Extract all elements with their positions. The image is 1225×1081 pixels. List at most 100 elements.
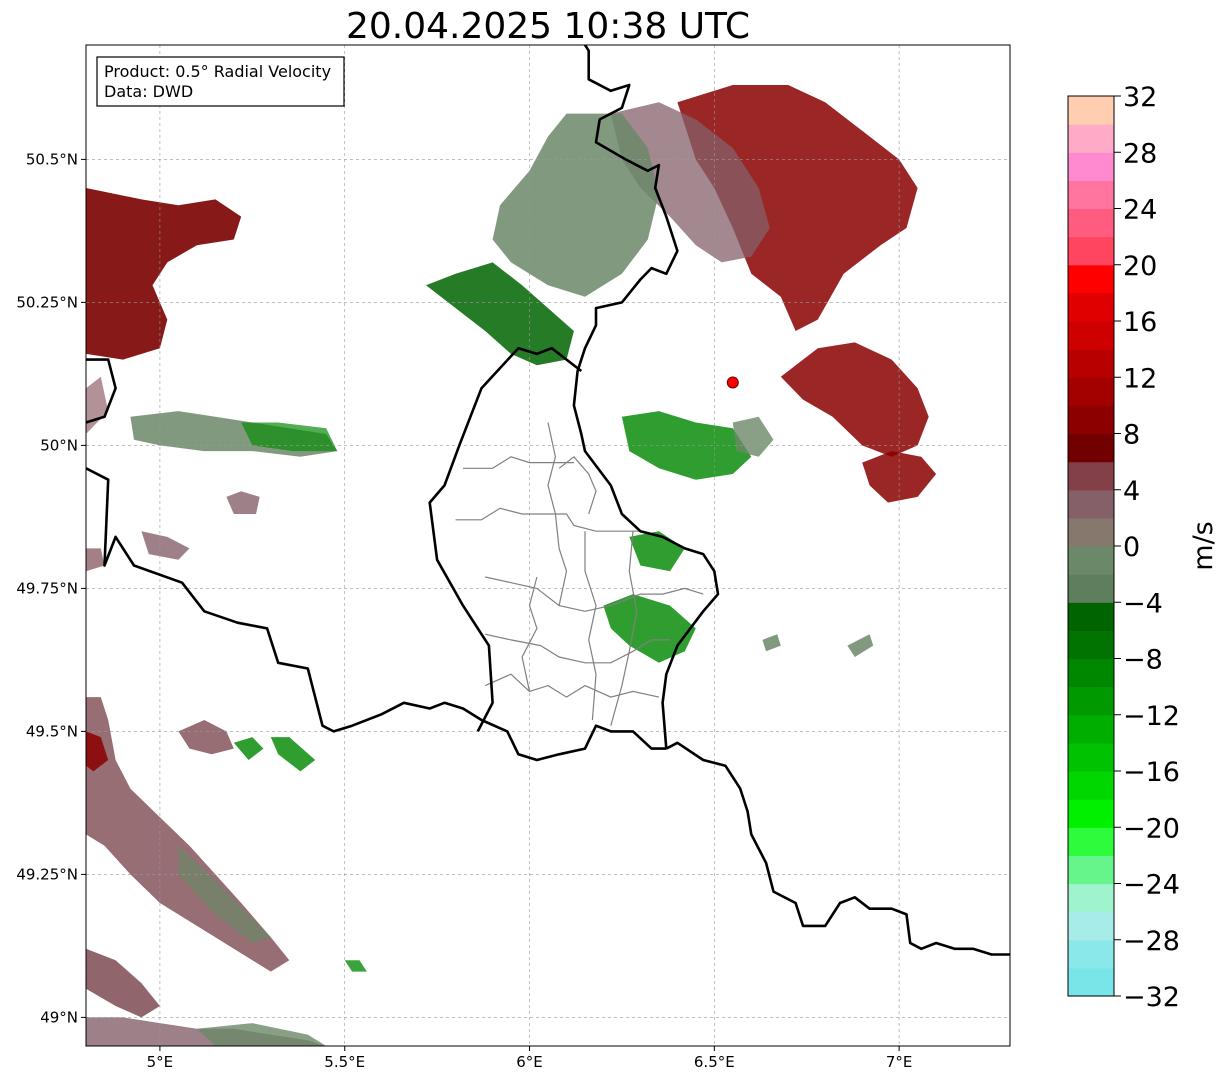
colorbar-tick-label-15: −28 [1123, 926, 1180, 957]
radar-site-layer [726, 376, 739, 389]
lat-tick-label-2: 50°N [40, 436, 78, 454]
colorbar-tick-label-0: 32 [1123, 82, 1157, 113]
echo-region-21 [196, 1023, 327, 1046]
canton-border-1 [463, 456, 574, 469]
gridlines [86, 45, 1010, 1046]
canton-border-6 [610, 531, 638, 726]
colorbar-tick-label-10: −8 [1123, 645, 1163, 676]
map-frame [85, 44, 1011, 1047]
colorbar-segment-6 [1068, 799, 1114, 828]
colorbar-segment-25 [1068, 264, 1114, 294]
colorbar-segment-1 [1068, 939, 1114, 969]
echo-region-14 [226, 491, 260, 514]
echo-region-6 [780, 342, 929, 457]
colorbar-segment-2 [1068, 911, 1114, 941]
echo-region-2 [677, 85, 918, 331]
colorbar-segment-5 [1068, 827, 1114, 856]
echo-region-18 [178, 845, 271, 943]
colorbar-segment-15 [1068, 546, 1114, 575]
lon-tick-label-3: 6.5°E [694, 1053, 735, 1071]
national-border-2 [86, 467, 667, 762]
national-borders [86, 45, 1010, 956]
radar-site-marker [726, 376, 739, 389]
echo-region-4 [492, 113, 659, 297]
colorbar-segment-17 [1068, 489, 1114, 519]
echo-region-17 [86, 697, 290, 972]
colorbar-tick-label-3: 20 [1123, 251, 1157, 282]
colorbar-segment-14 [1068, 574, 1114, 603]
colorbar-tick-label-16: −32 [1123, 982, 1180, 1013]
national-border-0 [572, 45, 720, 749]
latitude-ticks: 50.5°N 50.25°N 50°N 49.75°N 49.5°N 49.25°N 49°… [16, 150, 86, 1026]
colorbar-tick-label-6: 8 [1123, 420, 1140, 451]
echo-region-25 [86, 731, 109, 772]
colorbar-tick-label-12: −16 [1123, 757, 1180, 788]
colorbar-segment-3 [1068, 883, 1114, 913]
colorbar-segment-24 [1068, 292, 1114, 322]
colorbar-segment-29 [1068, 152, 1114, 181]
colorbar-segment-12 [1068, 630, 1114, 660]
national-border-4 [428, 346, 583, 732]
echo-region-27 [847, 634, 874, 657]
echo-region-26 [762, 634, 781, 652]
colorbar-segment-28 [1068, 180, 1114, 210]
lon-tick-label-0: 5°E [147, 1053, 174, 1071]
lat-tick-label-3: 49.75°N [16, 579, 78, 597]
colorbar-segment-22 [1068, 349, 1114, 378]
lat-tick-label-6: 49°N [40, 1008, 78, 1026]
national-border-3 [86, 358, 117, 424]
colorbar-segment-23 [1068, 321, 1114, 350]
echo-region-3 [610, 102, 770, 263]
national-border-1 [665, 741, 1010, 956]
colorbar-segment-16 [1068, 517, 1114, 547]
lat-tick-label-4: 49.5°N [26, 722, 78, 740]
echo-region-7 [862, 451, 937, 503]
colorbar: 32 28 24 20 16 12 8 4 0 −4 −8 −12 −16 −20 −24 −28 −32 [1067, 82, 1180, 1013]
colorbar-label: m/s [1188, 521, 1219, 570]
colorbar-tick-label-14: −24 [1123, 870, 1180, 901]
colorbar-tick-label-13: −20 [1123, 813, 1180, 844]
canton-border-9 [558, 455, 597, 515]
info-source: Data: DWD [104, 82, 193, 101]
colorbar-tick-label-2: 24 [1123, 195, 1157, 226]
colorbar-tick-label-7: 4 [1123, 476, 1140, 507]
lon-tick-label-2: 6°E [516, 1053, 543, 1071]
colorbar-tick-label-5: 12 [1123, 363, 1157, 394]
colorbar-segment-26 [1068, 236, 1114, 266]
colorbar-segment-0 [1068, 967, 1114, 997]
radar-echo-layer [86, 85, 937, 1046]
colorbar-tick-label-1: 28 [1123, 138, 1157, 169]
echo-region-5 [426, 262, 574, 366]
lon-tick-label-1: 5.5°E [324, 1053, 365, 1071]
echo-region-22 [178, 720, 234, 755]
colorbar-segment-19 [1068, 433, 1114, 463]
map-title: 20.04.2025 10:38 UTC [346, 6, 750, 47]
colorbar-segment-21 [1068, 377, 1114, 406]
colorbar-segment-11 [1068, 658, 1114, 688]
colorbar-segment-27 [1068, 208, 1114, 238]
lon-tick-label-4: 7°E [886, 1053, 913, 1071]
colorbar-tick-label-8: 0 [1123, 532, 1140, 563]
lat-tick-label-0: 50.5°N [26, 150, 78, 168]
canton-border-5 [584, 531, 597, 721]
colorbar-segment-10 [1068, 686, 1114, 716]
echo-region-24 [270, 737, 316, 772]
colorbar-tick-label-4: 16 [1123, 307, 1157, 338]
colorbar-tick-label-9: −4 [1123, 588, 1163, 619]
echo-region-16 [86, 548, 105, 572]
echo-region-23 [233, 737, 264, 760]
colorbar-segment-9 [1068, 714, 1114, 744]
colorbar-segment-18 [1068, 461, 1114, 491]
info-product: Product: 0.5° Radial Velocity [104, 62, 331, 81]
echo-region-11 [603, 594, 696, 663]
colorbar-segment-7 [1068, 771, 1114, 800]
echo-region-19 [86, 948, 160, 1018]
colorbar-segment-31 [1068, 96, 1114, 125]
colorbar-segment-4 [1068, 855, 1114, 885]
colorbar-segment-30 [1068, 124, 1114, 153]
canton-border-4 [485, 633, 670, 664]
info-box: Product: 0.5° Radial Velocity Data: DWD [96, 56, 345, 107]
info-box-frame [96, 56, 345, 107]
canton-border-3 [485, 576, 704, 612]
